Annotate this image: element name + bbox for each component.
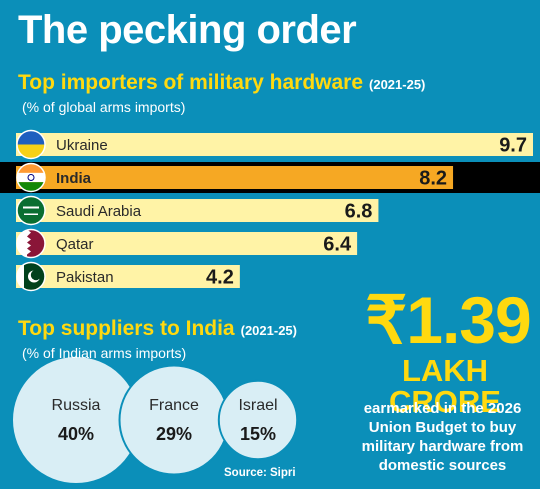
bar-saudi-arabia <box>16 199 379 222</box>
bar-label: Saudi Arabia <box>56 203 142 220</box>
bar-value: 9.7 <box>499 135 527 157</box>
bar-label: India <box>56 170 92 187</box>
flag-qatar-icon <box>16 228 46 259</box>
importers-heading-text: Top importers of military hardware <box>18 71 364 94</box>
bar-value: 6.8 <box>345 201 373 223</box>
bubble-label: Russia <box>52 397 101 414</box>
bar-value: 8.2 <box>419 168 447 190</box>
source-note: Source: Sipri <box>224 467 296 479</box>
bubble-value: 40% <box>58 424 94 444</box>
bubble-value: 29% <box>156 424 192 444</box>
importers-unit-note: (% of global arms imports) <box>22 99 186 115</box>
bubble-label: Israel <box>238 397 277 414</box>
budget-unit: LAKH CRORE <box>389 353 501 419</box>
suppliers-period: (2021-25) <box>240 323 297 338</box>
bar-qatar <box>16 232 358 255</box>
bar-pakistan <box>16 265 240 288</box>
budget-value: ₹1.39 <box>365 283 531 357</box>
flag-ukraine-icon <box>16 129 46 160</box>
suppliers-heading-text: Top suppliers to India <box>18 317 235 340</box>
flag-india-icon <box>16 162 46 193</box>
bubble-label: France <box>149 397 199 414</box>
flag-saudi-arabia-icon <box>16 195 46 226</box>
suppliers-heading: Top suppliers to India (2021-25) <box>18 318 297 339</box>
bar-label: Qatar <box>56 236 94 253</box>
bar-india <box>16 166 454 189</box>
bubble-france <box>118 364 230 476</box>
bubble-israel <box>217 379 299 461</box>
importers-heading: Top importers of military hardware (2021-… <box>18 72 425 93</box>
flag-pakistan-icon <box>16 261 46 292</box>
bar-value: 4.2 <box>206 267 234 289</box>
budget-description: earmarked in the 2026 Union Budget to bu… <box>361 400 524 474</box>
bubble-value: 15% <box>240 424 276 444</box>
bar-value: 6.4 <box>323 234 352 256</box>
bar-ukraine <box>16 133 533 156</box>
bar-label: Pakistan <box>56 269 114 286</box>
suppliers-unit-note: (% of Indian arms imports) <box>22 345 187 361</box>
bar-label: Ukraine <box>56 137 108 154</box>
importers-bar-chart: Ukraine 9.7 India 8.2 Saudi Arabia 6.8 Qatar 6.… <box>0 129 540 292</box>
importers-period: (2021-25) <box>369 77 426 92</box>
page-title: The pecking order <box>18 8 357 52</box>
